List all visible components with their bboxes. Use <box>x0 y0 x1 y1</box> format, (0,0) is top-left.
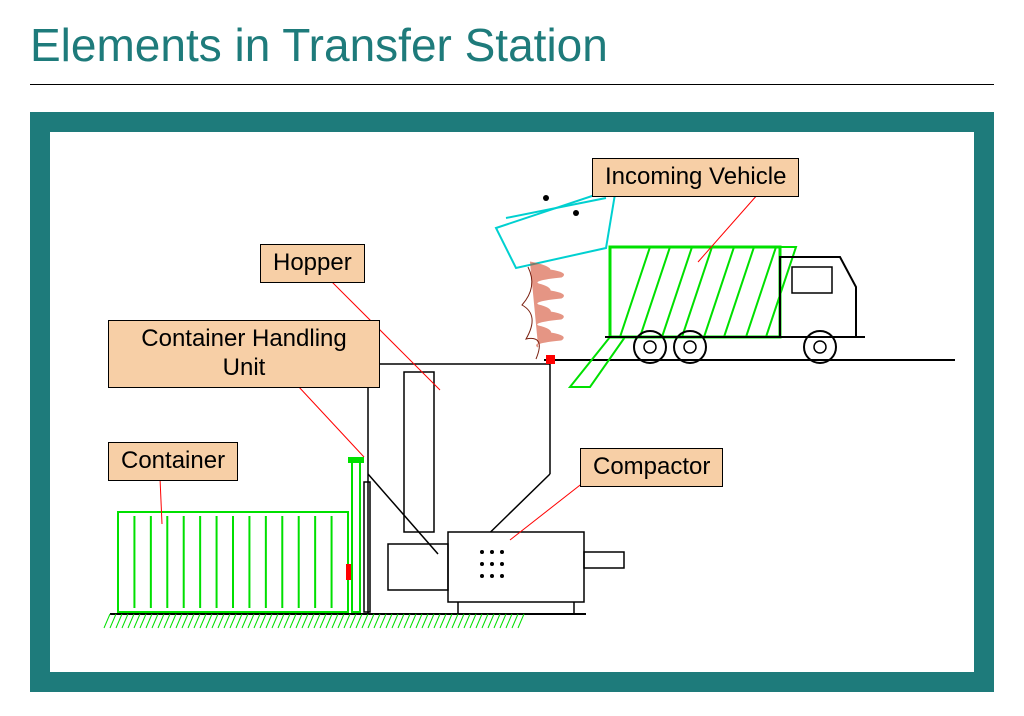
diagram-frame: Incoming Vehicle Hopper Container Handli… <box>30 112 994 692</box>
page-title: Elements in Transfer Station <box>0 0 1024 84</box>
diagram-svg <box>50 132 974 672</box>
label-compactor: Compactor <box>580 448 723 487</box>
label-container-handling-unit: Container Handling Unit <box>108 320 380 388</box>
diagram-inner: Incoming Vehicle Hopper Container Handli… <box>50 132 974 672</box>
label-incoming-vehicle: Incoming Vehicle <box>592 158 799 197</box>
label-hopper: Hopper <box>260 244 365 283</box>
label-container: Container <box>108 442 238 481</box>
title-rule <box>30 84 994 85</box>
